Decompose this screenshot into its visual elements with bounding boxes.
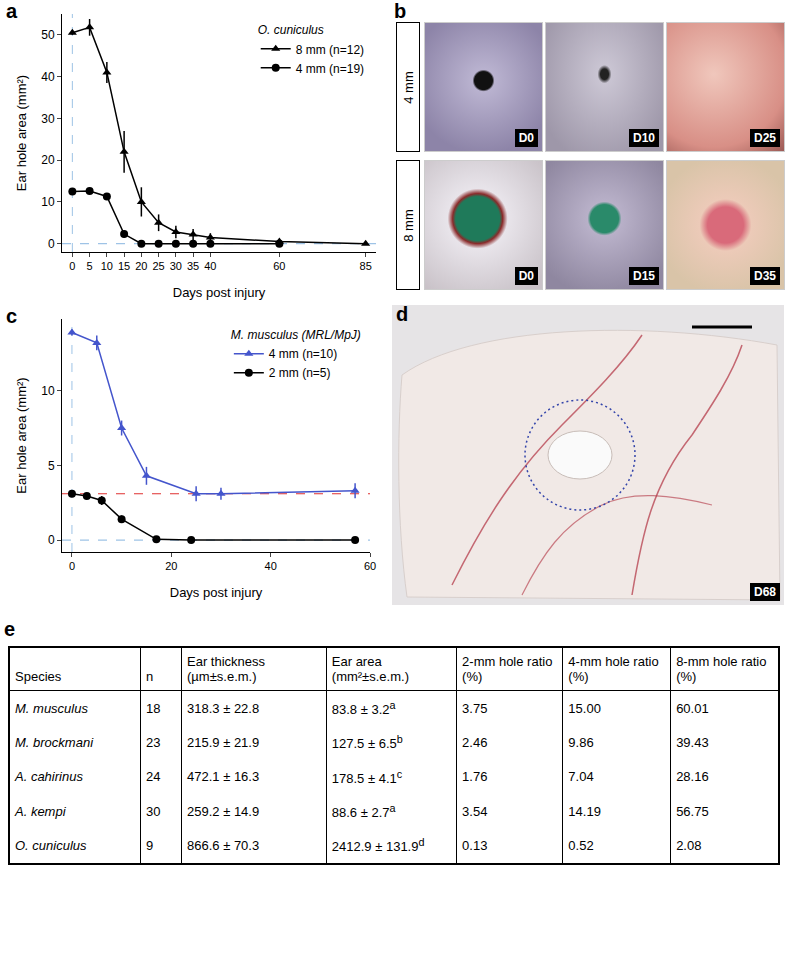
svg-text:25: 25: [152, 260, 164, 272]
html-text:39.43: 39.43: [676, 735, 709, 750]
svg-text:40: 40: [41, 70, 55, 84]
svg-text:Ear hole area (mm²): Ear hole area (mm²): [14, 377, 29, 493]
svg-text:20: 20: [165, 560, 177, 572]
html-text:8 mm: 8 mm: [400, 208, 416, 242]
html-text:127.5 ± 6.5b: 127.5 ± 6.5b: [331, 733, 403, 752]
html-text:60.01: 60.01: [676, 700, 709, 716]
svg-text:0: 0: [48, 533, 55, 547]
html-text:Ear thickness (µm±s.e.m.): Ear thickness (µm±s.e.m.): [187, 654, 265, 684]
svg-text:O. cuniculus: O. cuniculus: [258, 23, 324, 37]
html-text:A. cahirinus: A. cahirinus: [15, 769, 83, 785]
html-text:d: d: [396, 303, 409, 325]
html-text:24: 24: [146, 769, 161, 785]
svg-text:30: 30: [41, 112, 55, 126]
html-text:28.16: 28.16: [676, 769, 709, 785]
svg-text:10: 10: [101, 260, 113, 272]
html-text:M. brockmani: M. brockmani: [15, 735, 93, 750]
html-text:0.52: 0.52: [568, 838, 594, 853]
svg-text:60: 60: [273, 260, 285, 272]
html-text:318.3 ± 22.8: 318.3 ± 22.8: [187, 700, 260, 716]
html-text:D35: D35: [754, 269, 776, 283]
html-text:D68: D68: [754, 585, 776, 599]
html-text:2-mm hole ratio (%): 2-mm hole ratio (%): [462, 654, 553, 684]
svg-text:10: 10: [41, 384, 55, 398]
html-text:c: c: [6, 305, 18, 327]
html-text:8-mm hole ratio (%): 8-mm hole ratio (%): [676, 654, 767, 684]
svg-text:85: 85: [360, 260, 372, 272]
html-text:D25: D25: [754, 131, 776, 145]
html-text:D0: D0: [518, 131, 534, 145]
html-text:Ear area (mm²±s.e.m.): Ear area (mm²±s.e.m.): [331, 654, 409, 684]
svg-text:2 mm (n=5): 2 mm (n=5): [269, 366, 331, 380]
svg-text:20: 20: [41, 153, 55, 167]
html-text:23: 23: [146, 735, 161, 750]
html-text:30: 30: [146, 803, 161, 819]
html-text:15.00: 15.00: [568, 700, 601, 716]
html-text:3.75: 3.75: [462, 700, 488, 716]
html-text:178.5 ± 4.1c: 178.5 ± 4.1c: [331, 767, 403, 786]
svg-text:35: 35: [187, 260, 199, 272]
svg-text:4 mm (n=10): 4 mm (n=10): [269, 347, 337, 361]
svg-text:0: 0: [69, 260, 75, 272]
html-text:0.13: 0.13: [462, 838, 488, 853]
svg-text:0: 0: [69, 560, 75, 572]
html-text:7.04: 7.04: [568, 769, 594, 785]
html-text:56.75: 56.75: [676, 803, 709, 819]
html-text:e: e: [4, 618, 16, 640]
html-text:88.6 ± 2.7a: 88.6 ± 2.7a: [331, 802, 396, 821]
svg-text:Ear hole area (mm²): Ear hole area (mm²): [14, 75, 29, 191]
html-text:472.1 ± 16.3: 472.1 ± 16.3: [187, 769, 260, 785]
svg-text:30: 30: [170, 260, 182, 272]
svg-text:4 mm (n=19): 4 mm (n=19): [296, 62, 364, 76]
html-text:D10: D10: [633, 131, 655, 145]
svg-text:0: 0: [48, 237, 55, 251]
html-text:14.19: 14.19: [568, 803, 601, 819]
html-text:2.08: 2.08: [676, 838, 702, 853]
html-text:4 mm: 4 mm: [400, 70, 416, 104]
svg-text:15: 15: [118, 260, 130, 272]
html-text:D15: D15: [633, 269, 655, 283]
html-text:9.86: 9.86: [568, 735, 594, 750]
svg-text:60: 60: [364, 560, 376, 572]
html-text:259.2 ± 14.9: 259.2 ± 14.9: [187, 803, 260, 819]
html-text:b: b: [394, 0, 407, 22]
svg-text:40: 40: [265, 560, 277, 572]
html-text:M. musculus: M. musculus: [15, 700, 88, 716]
html-text:4-mm hole ratio (%): 4-mm hole ratio (%): [568, 654, 659, 684]
html-text:2412.9 ± 131.9d: 2412.9 ± 131.9d: [331, 836, 425, 855]
html-text:Species: Species: [15, 669, 62, 684]
html-text:a: a: [6, 0, 18, 22]
html-text:83.8 ± 3.2a: 83.8 ± 3.2a: [331, 699, 396, 718]
html-text:1.76: 1.76: [462, 769, 488, 785]
html-text:3.54: 3.54: [462, 803, 488, 819]
html-text:18: 18: [146, 700, 161, 716]
html-text:9: 9: [146, 838, 154, 853]
html-text:866.6 ± 70.3: 866.6 ± 70.3: [187, 838, 260, 853]
svg-text:M. musculus (MRL/MpJ): M. musculus (MRL/MpJ): [231, 328, 361, 342]
svg-text:10: 10: [41, 195, 55, 209]
svg-text:5: 5: [48, 459, 55, 473]
svg-text:Days post injury: Days post injury: [170, 585, 263, 600]
svg-text:40: 40: [204, 260, 216, 272]
svg-text:20: 20: [135, 260, 147, 272]
html-text:D0: D0: [518, 269, 534, 283]
html-text:O. cuniculus: O. cuniculus: [15, 838, 87, 853]
html-text:2.46: 2.46: [462, 735, 488, 750]
svg-text:5: 5: [87, 260, 93, 272]
html-text:A. kempi: A. kempi: [15, 803, 66, 819]
html-text:n: n: [146, 669, 154, 684]
html-text:215.9 ± 21.9: 215.9 ± 21.9: [187, 735, 260, 750]
svg-text:50: 50: [41, 28, 55, 42]
svg-text:8 mm (n=12): 8 mm (n=12): [296, 43, 364, 57]
svg-text:Days post injury: Days post injury: [173, 285, 266, 300]
